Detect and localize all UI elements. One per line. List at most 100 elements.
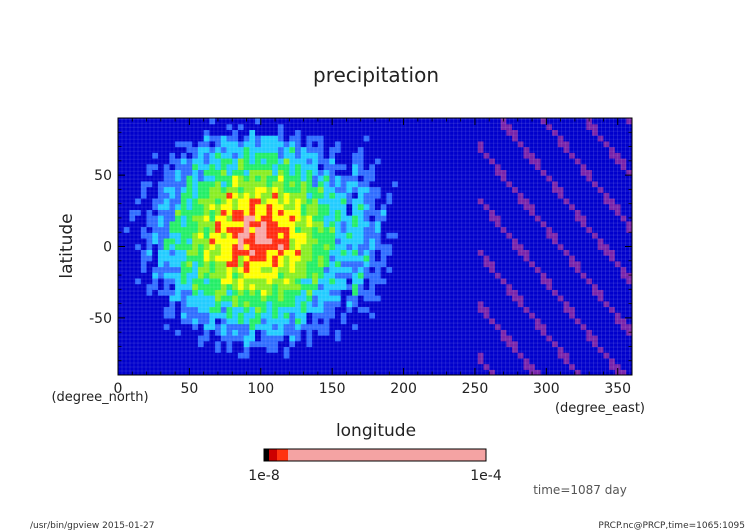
field-cell — [540, 340, 547, 348]
field-cell — [586, 186, 593, 193]
field-cell — [420, 357, 427, 365]
field-cell — [626, 197, 632, 205]
field-cell — [180, 323, 188, 330]
field-cell — [135, 169, 142, 176]
field-cell — [375, 129, 382, 136]
field-cell — [152, 317, 159, 325]
field-cell — [375, 157, 382, 165]
field-cell — [426, 283, 433, 290]
field-cell — [300, 255, 308, 262]
field-cell — [523, 255, 530, 262]
field-cell — [163, 226, 170, 233]
field-cell — [620, 357, 627, 365]
field-cell — [454, 220, 462, 228]
field-cell — [557, 266, 565, 273]
field-cell — [586, 323, 593, 330]
field-cell — [437, 197, 445, 205]
field-cell — [152, 203, 159, 210]
field-cell — [460, 346, 467, 353]
field-cell — [283, 220, 290, 228]
field-cell — [306, 266, 313, 273]
field-cell — [203, 369, 210, 375]
field-cell — [609, 215, 616, 222]
field-cell — [414, 306, 422, 313]
field-cell — [312, 186, 319, 193]
field-cell — [552, 192, 559, 199]
field-cell — [523, 215, 530, 222]
field-cell — [335, 226, 342, 233]
field-cell — [186, 295, 193, 302]
field-cell — [546, 118, 553, 125]
field-cell — [569, 197, 576, 205]
field-cell — [335, 118, 342, 125]
field-cell — [329, 283, 336, 290]
field-cell — [175, 289, 182, 296]
field-cell — [289, 289, 296, 296]
field-cell — [163, 152, 170, 159]
y-tick-label: 0 — [103, 240, 112, 256]
field-cell — [426, 220, 433, 228]
field-cell — [255, 163, 262, 170]
field-cell — [477, 272, 485, 279]
field-cell — [449, 226, 456, 233]
field-cell — [574, 329, 582, 336]
field-cell — [420, 255, 427, 262]
field-cell — [460, 169, 467, 176]
field-cell — [414, 140, 422, 148]
field-cell — [603, 255, 610, 262]
field-cell — [323, 295, 330, 302]
field-cell — [512, 203, 519, 210]
field-cell — [123, 140, 131, 148]
field-cell — [375, 163, 382, 170]
field-cell — [295, 135, 302, 142]
field-cell — [380, 323, 388, 330]
field-cell — [426, 255, 433, 262]
field-cell — [426, 243, 433, 250]
field-cell — [317, 289, 325, 296]
field-cell — [380, 346, 388, 353]
field-cell — [592, 317, 599, 325]
field-cell — [249, 340, 256, 348]
field-cell — [380, 249, 388, 256]
field-cell — [523, 118, 530, 125]
field-cell — [169, 260, 176, 268]
field-cell — [220, 369, 228, 375]
field-cell — [397, 329, 405, 336]
field-cell — [386, 289, 393, 296]
field-cell — [392, 243, 399, 250]
field-cell — [375, 243, 382, 250]
field-cell — [323, 169, 330, 176]
field-cell — [414, 289, 422, 296]
x-tick-label: 150 — [319, 381, 346, 397]
field-cell — [335, 197, 342, 205]
field-cell — [232, 152, 239, 159]
field-cell — [197, 163, 205, 170]
field-cell — [500, 357, 507, 365]
field-cell — [409, 289, 416, 296]
field-cell — [386, 237, 393, 245]
field-cell — [466, 169, 473, 176]
field-cell — [220, 312, 228, 319]
field-cell — [494, 146, 502, 153]
field-cell — [180, 272, 188, 279]
field-cell — [546, 169, 553, 176]
field-cell — [226, 357, 233, 365]
field-cell — [323, 277, 330, 285]
field-cell — [163, 180, 170, 188]
field-cell — [346, 289, 353, 296]
field-cell — [620, 197, 627, 205]
field-cell — [329, 146, 336, 153]
field-cell — [375, 226, 382, 233]
field-cell — [243, 283, 250, 290]
field-cell — [152, 335, 159, 342]
field-cell — [243, 237, 250, 245]
field-cell — [609, 272, 616, 279]
field-cell — [500, 340, 507, 348]
field-cell — [340, 352, 348, 359]
field-cell — [306, 289, 313, 296]
field-cell — [346, 243, 353, 250]
field-cell — [335, 266, 342, 273]
field-cell — [352, 197, 359, 205]
field-cell — [329, 192, 336, 199]
field-cell — [426, 169, 433, 176]
